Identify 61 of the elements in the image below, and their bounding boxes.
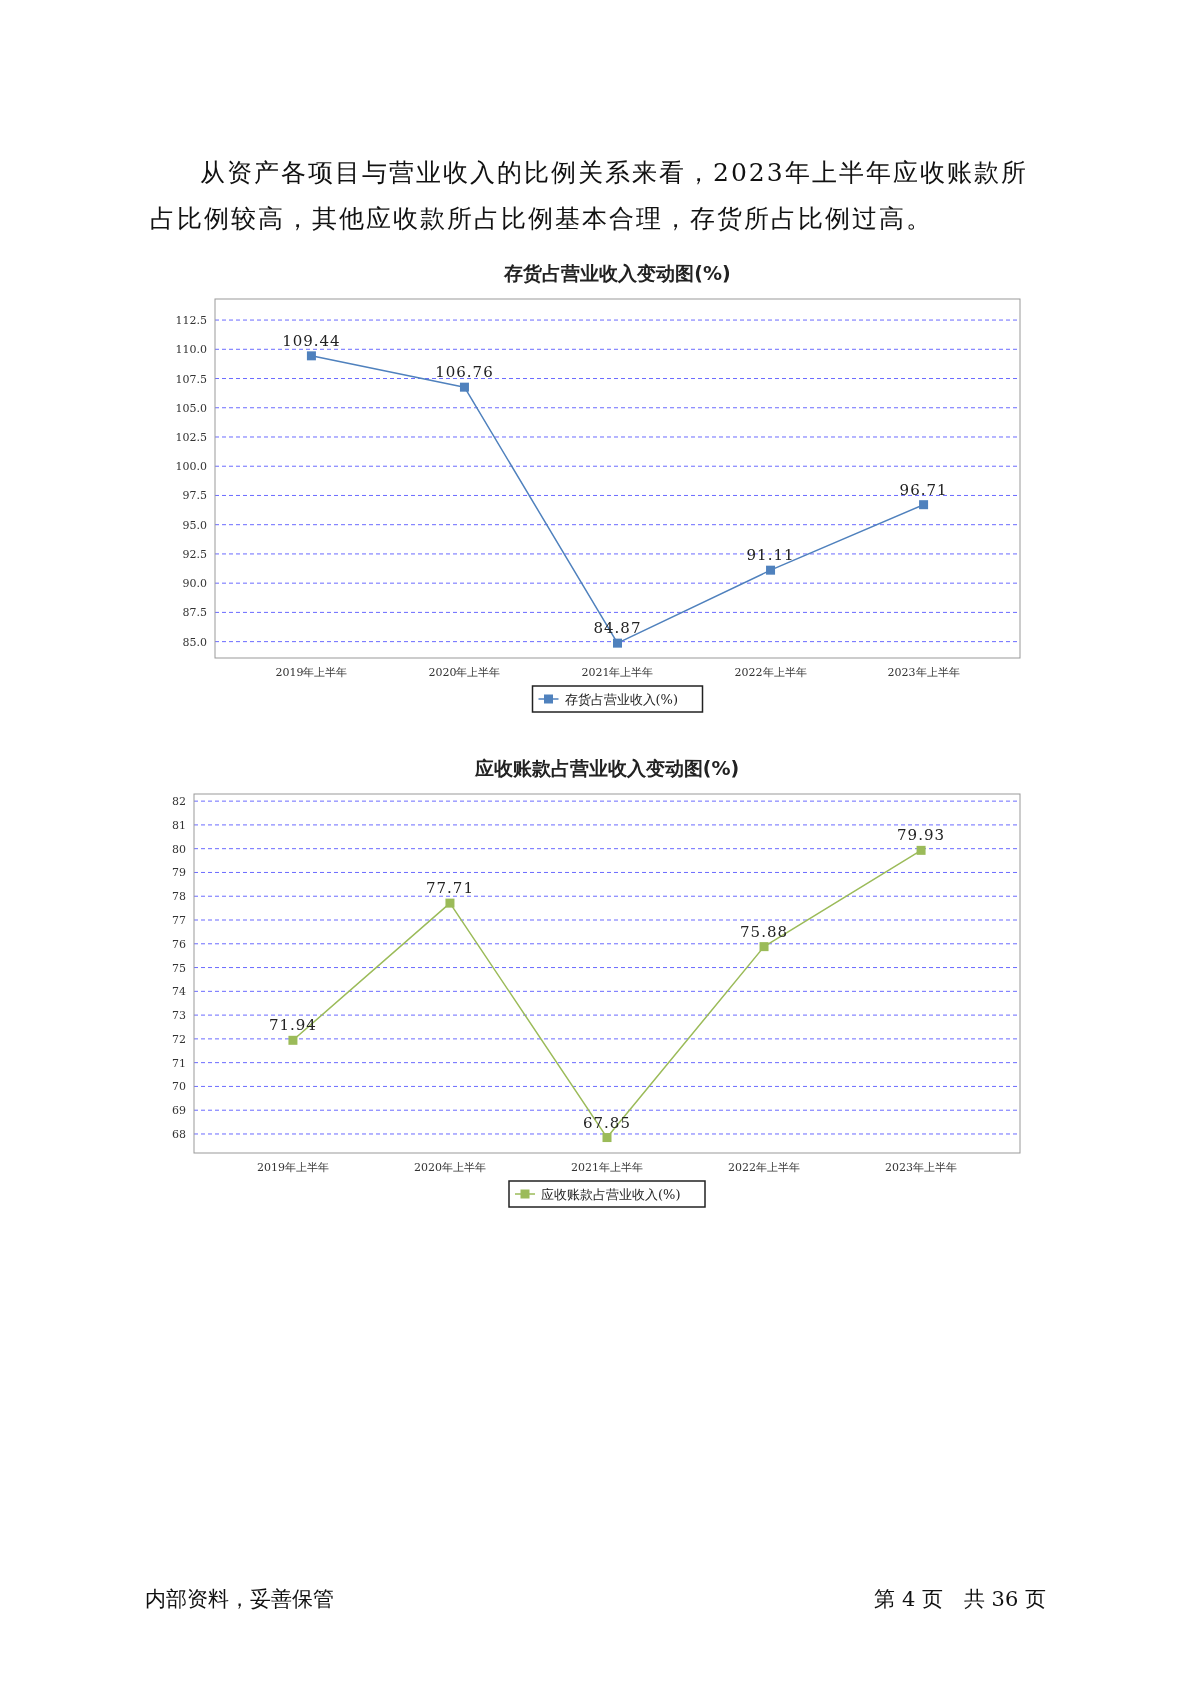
chart-title: 应收账款占营业收入变动图(%) [473,757,740,779]
x-tick-label: 2023年上半年 [887,666,960,679]
y-tick-label: 70 [172,1080,186,1094]
y-tick-label: 82 [172,795,186,809]
y-tick-label: 76 [172,937,186,951]
y-tick-label: 75 [172,961,186,975]
y-tick-label: 85.0 [182,635,207,649]
point [306,351,316,361]
y-tick-label: 97.5 [182,489,207,503]
point [602,1133,612,1143]
y-tick-label: 73 [172,1009,186,1023]
y-tick-label: 105.0 [175,401,207,415]
y-tick-label: 92.5 [182,547,207,561]
y-tick-label: 110.0 [175,343,207,357]
point [288,1035,298,1045]
data-label: 75.88 [740,922,789,941]
text: 从资产各项目与营业收入的比例关系来看，2023年上半年应收账款所占比例较高，其他应收款所占比例基本合理，存货所占比例过高。 [150,157,1029,235]
chart-title: 存货占营业收入变动图(%) [503,262,731,284]
text: 第 4 页 共 36 页 [874,1586,1046,1613]
x-tick-label: 2022年上半年 [728,1161,801,1174]
y-tick-label: 71 [172,1056,186,1070]
y-tick-label: 72 [172,1032,186,1046]
legend-label: 应收账款占营业收入(%) [541,1187,681,1202]
point [766,565,776,575]
y-tick-label: 69 [172,1104,186,1118]
data-label: 96.71 [899,480,948,499]
y-tick-label: 95.0 [182,518,207,532]
y-tick-label: 90.0 [182,577,207,591]
y-tick-label: 78 [172,890,186,904]
point [916,845,926,855]
x-tick-label: 2023年上半年 [885,1161,958,1174]
y-tick-label: 79 [172,866,186,880]
data-label: 79.93 [897,826,946,845]
y-tick-label: 74 [172,985,186,999]
x-tick-label: 2019年上半年 [256,1161,329,1174]
y-tick-label: 80 [172,842,186,856]
legend-label: 存货占营业收入(%) [564,692,678,707]
y-tick-label: 107.5 [175,372,207,386]
x-tick-label: 2020年上半年 [413,1161,486,1174]
point [759,942,769,952]
y-tick-label: 100.0 [175,460,207,474]
x-tick-label: 2022年上半年 [734,666,807,679]
data-label: 77.71 [425,879,474,898]
y-tick-label: 81 [172,818,186,832]
data-label: 91.11 [746,546,795,565]
y-tick-label: 77 [172,914,186,928]
point [919,500,929,510]
y-tick-label: 112.5 [175,314,207,328]
x-tick-label: 2020年上半年 [428,666,501,679]
data-label: 106.76 [435,363,494,382]
x-tick-label: 2019年上半年 [275,666,348,679]
y-tick-label: 102.5 [175,430,207,444]
point [459,382,469,392]
y-tick-label: 87.5 [182,606,207,620]
x-tick-label: 2021年上半年 [571,1161,643,1174]
y-tick-label: 68 [172,1127,186,1141]
x-tick-label: 2021年上半年 [581,666,654,679]
text: 内部资料，妥善保管 [145,1586,334,1613]
data-label: 109.44 [282,331,341,350]
point [445,898,455,908]
point [613,638,622,648]
